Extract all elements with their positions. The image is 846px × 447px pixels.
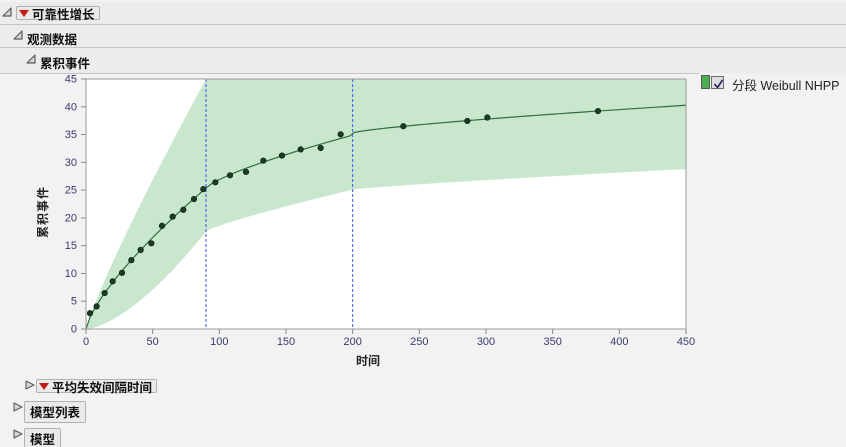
svg-text:250: 250 bbox=[410, 336, 428, 348]
svg-text:300: 300 bbox=[477, 336, 495, 348]
svg-text:10: 10 bbox=[65, 268, 77, 280]
svg-text:450: 450 bbox=[677, 336, 695, 348]
svg-text:35: 35 bbox=[65, 129, 77, 141]
svg-text:400: 400 bbox=[610, 336, 628, 348]
svg-text:25: 25 bbox=[65, 185, 77, 197]
svg-text:0: 0 bbox=[83, 336, 89, 348]
svg-text:45: 45 bbox=[65, 74, 77, 86]
svg-text:350: 350 bbox=[543, 336, 561, 348]
svg-text:150: 150 bbox=[277, 336, 295, 348]
svg-text:0: 0 bbox=[71, 324, 77, 336]
svg-text:40: 40 bbox=[65, 101, 77, 113]
svg-text:15: 15 bbox=[65, 240, 77, 252]
svg-text:30: 30 bbox=[65, 157, 77, 169]
svg-text:50: 50 bbox=[147, 336, 159, 348]
svg-text:20: 20 bbox=[65, 212, 77, 224]
svg-text:200: 200 bbox=[343, 336, 361, 348]
svg-text:100: 100 bbox=[210, 336, 228, 348]
svg-text:5: 5 bbox=[71, 296, 77, 308]
